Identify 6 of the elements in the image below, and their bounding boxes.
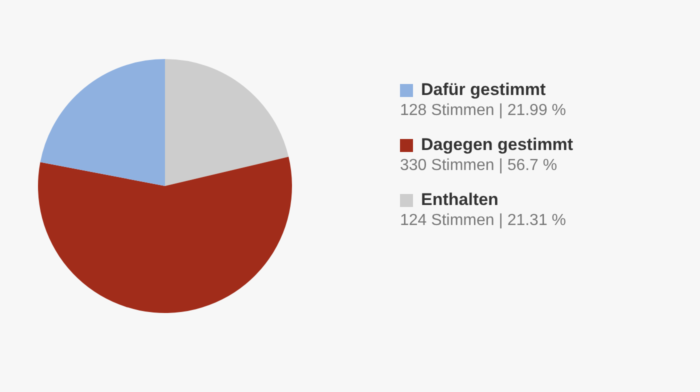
data-label: 330 Stimmen | 56.7 % xyxy=(400,157,558,175)
data-label: 124 Stimmen | 21.31 % xyxy=(400,212,568,230)
legend-label: Enthalten xyxy=(421,190,498,210)
legend-label: Dagegen gestimmt xyxy=(421,135,574,155)
data-label: 128 Stimmen | 21.99 % xyxy=(400,102,568,120)
legend-label: Dafür gestimmt xyxy=(421,80,546,100)
